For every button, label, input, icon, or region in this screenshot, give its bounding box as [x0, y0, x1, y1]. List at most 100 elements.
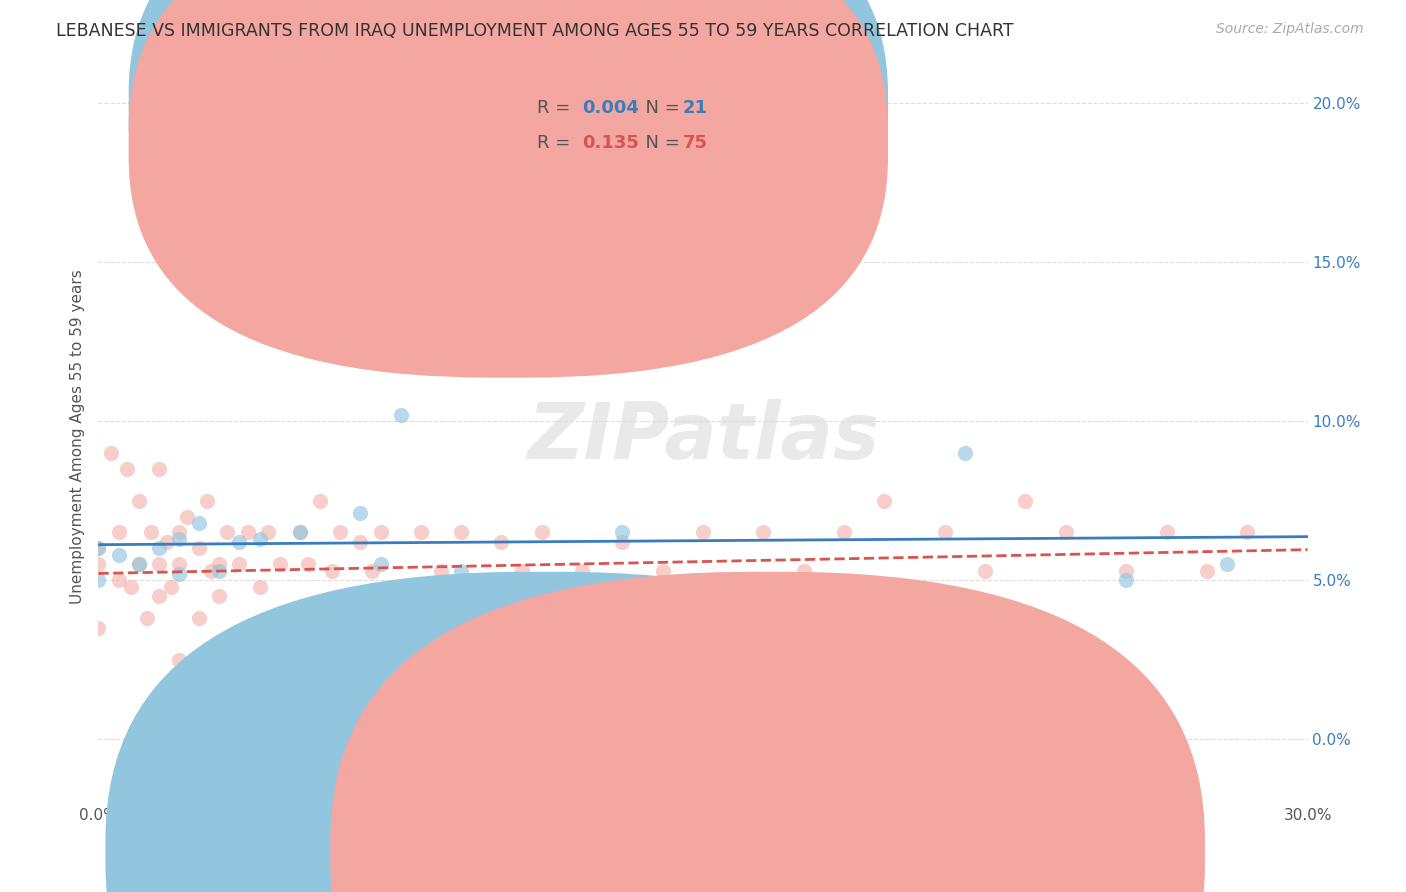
- Point: [188, 516, 211, 530]
- Point: [256, 525, 278, 540]
- Point: [349, 535, 371, 549]
- Point: [217, 525, 239, 540]
- Point: [450, 525, 472, 540]
- Point: [115, 462, 138, 476]
- Point: [752, 525, 775, 540]
- Point: [1156, 525, 1178, 540]
- Point: [450, 611, 472, 625]
- FancyBboxPatch shape: [474, 78, 769, 170]
- Point: [269, 558, 291, 572]
- FancyBboxPatch shape: [129, 0, 889, 343]
- Point: [128, 558, 150, 572]
- Point: [288, 525, 311, 540]
- Point: [156, 535, 179, 549]
- Text: 0.135: 0.135: [582, 134, 638, 152]
- Point: [148, 589, 170, 603]
- Point: [873, 493, 896, 508]
- Text: N =: N =: [634, 99, 686, 117]
- Point: [167, 558, 190, 572]
- Point: [361, 564, 384, 578]
- Point: [692, 525, 714, 540]
- Text: R =: R =: [537, 99, 576, 117]
- Point: [934, 525, 956, 540]
- Point: [1115, 573, 1137, 587]
- Point: [167, 566, 190, 581]
- Point: [208, 558, 231, 572]
- Point: [135, 611, 157, 625]
- Point: [1195, 564, 1218, 578]
- Point: [128, 558, 150, 572]
- Point: [160, 580, 183, 594]
- Point: [188, 662, 211, 676]
- Point: [200, 564, 222, 578]
- Point: [107, 548, 129, 562]
- Text: 21: 21: [682, 99, 707, 117]
- Point: [167, 532, 190, 546]
- Point: [974, 564, 997, 578]
- Point: [370, 558, 392, 572]
- Point: [249, 675, 271, 690]
- Point: [249, 580, 271, 594]
- Point: [329, 668, 352, 682]
- Point: [309, 493, 332, 508]
- Point: [167, 525, 190, 540]
- Point: [87, 541, 110, 556]
- Point: [228, 558, 250, 572]
- Point: [148, 541, 170, 556]
- Text: ZIPatlas: ZIPatlas: [527, 399, 879, 475]
- Point: [491, 535, 513, 549]
- Point: [288, 525, 311, 540]
- Point: [176, 509, 198, 524]
- Point: [389, 580, 412, 594]
- Text: 0.004: 0.004: [582, 99, 638, 117]
- Text: Immigrants from Iraq: Immigrants from Iraq: [787, 843, 965, 861]
- Point: [188, 541, 211, 556]
- Point: [1236, 525, 1258, 540]
- Point: [87, 573, 110, 587]
- Text: 75: 75: [682, 134, 707, 152]
- Point: [793, 564, 815, 578]
- Point: [530, 662, 553, 676]
- Point: [530, 525, 553, 540]
- Point: [107, 525, 129, 540]
- Text: Lebanese: Lebanese: [576, 843, 657, 861]
- Point: [249, 532, 271, 546]
- Point: [228, 535, 250, 549]
- Point: [430, 564, 453, 578]
- Text: LEBANESE VS IMMIGRANTS FROM IRAQ UNEMPLOYMENT AMONG AGES 55 TO 59 YEARS CORRELAT: LEBANESE VS IMMIGRANTS FROM IRAQ UNEMPLO…: [56, 22, 1014, 40]
- Point: [510, 564, 533, 578]
- Point: [450, 564, 472, 578]
- Point: [167, 653, 190, 667]
- Point: [612, 535, 634, 549]
- Point: [139, 525, 162, 540]
- Text: R =: R =: [537, 134, 576, 152]
- Point: [1115, 564, 1137, 578]
- Point: [571, 564, 593, 578]
- Point: [100, 446, 122, 460]
- FancyBboxPatch shape: [129, 0, 889, 377]
- Point: [329, 525, 352, 540]
- Point: [107, 573, 129, 587]
- Point: [236, 525, 259, 540]
- Point: [612, 525, 634, 540]
- Point: [87, 558, 110, 572]
- Point: [321, 564, 343, 578]
- Point: [188, 611, 211, 625]
- Text: Source: ZipAtlas.com: Source: ZipAtlas.com: [1216, 22, 1364, 37]
- Point: [87, 621, 110, 635]
- Point: [148, 558, 170, 572]
- Point: [208, 589, 231, 603]
- Point: [120, 580, 142, 594]
- Point: [195, 493, 218, 508]
- Point: [612, 653, 634, 667]
- Point: [208, 668, 231, 682]
- Point: [1216, 558, 1239, 572]
- Point: [409, 668, 432, 682]
- Point: [349, 507, 371, 521]
- Point: [1054, 525, 1077, 540]
- Point: [813, 580, 835, 594]
- Point: [450, 653, 472, 667]
- Point: [1014, 493, 1036, 508]
- Point: [409, 525, 432, 540]
- Point: [370, 662, 392, 676]
